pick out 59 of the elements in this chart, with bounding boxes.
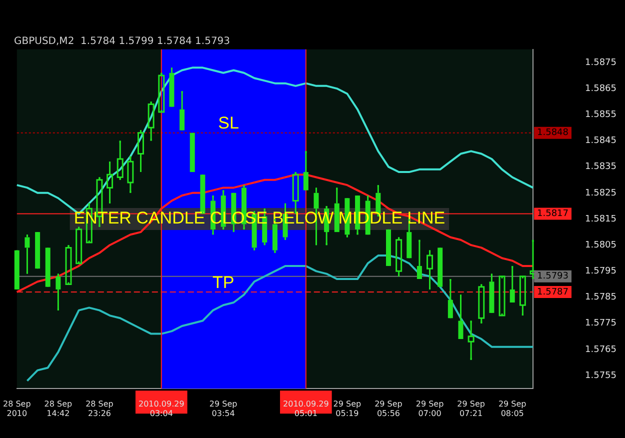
candlestick bbox=[396, 236, 402, 278]
x-tick-label: 29 Sep 05:56 bbox=[374, 399, 402, 418]
y-tick-label: 1.5865 bbox=[585, 84, 616, 94]
candlestick bbox=[138, 130, 144, 173]
candlestick bbox=[65, 244, 72, 285]
candlestick bbox=[510, 265, 515, 304]
x-tick-label: 29 Sep 08:05 bbox=[498, 399, 526, 418]
candlestick bbox=[468, 320, 474, 361]
x-tick-label: 29 Sep 05:19 bbox=[333, 399, 362, 418]
y-tick-label: 1.5825 bbox=[585, 188, 616, 198]
y-tick-label: 1.5765 bbox=[585, 344, 616, 355]
x-tick-label: 28 Sep 23:26 bbox=[86, 399, 114, 418]
x-tick-label: 28 Sep 14:42 bbox=[44, 399, 72, 418]
y-tick-label: 1.5815 bbox=[585, 214, 616, 224]
candlestick bbox=[76, 226, 82, 264]
candlestick bbox=[458, 294, 464, 340]
ref-line-label: 1.5848 bbox=[537, 128, 569, 138]
candlestick bbox=[116, 140, 124, 181]
candlestick bbox=[489, 273, 494, 314]
candlestick bbox=[56, 273, 61, 312]
candlestick bbox=[35, 231, 40, 270]
ref-line-label: 1.5793 bbox=[537, 272, 568, 282]
y-tick-label: 1.5875 bbox=[585, 58, 616, 68]
candlestick bbox=[106, 160, 114, 204]
candlestick bbox=[45, 246, 50, 288]
candlestick bbox=[438, 246, 443, 288]
y-tick-label: 1.5855 bbox=[585, 110, 616, 120]
ref-line-label: 1.5817 bbox=[537, 209, 568, 220]
candlestick bbox=[448, 278, 453, 319]
y-tick-label: 1.5835 bbox=[585, 162, 616, 172]
candlestick bbox=[519, 276, 526, 316]
x-tick-label: 29 Sep 07:00 bbox=[416, 399, 444, 418]
ref-line-label: 1.5787 bbox=[537, 287, 568, 298]
candlestick bbox=[180, 90, 185, 132]
candlestick bbox=[478, 283, 485, 324]
candlestick bbox=[169, 66, 174, 108]
y-tick-label: 1.5795 bbox=[585, 266, 616, 277]
candlestick bbox=[14, 250, 20, 290]
candlestick bbox=[498, 276, 506, 316]
y-tick-label: 1.5755 bbox=[585, 370, 616, 381]
candlestick bbox=[303, 150, 308, 192]
y-tick-label: 1.5805 bbox=[585, 240, 616, 250]
y-tick-label: 1.5775 bbox=[585, 318, 616, 329]
candlestick bbox=[386, 228, 391, 267]
candlestick bbox=[158, 72, 165, 113]
chart-title: GBPUSD,M2 1.5784 1.5799 1.5784 1.5793 bbox=[14, 36, 230, 47]
x-tick-label: 29 Sep 07:21 bbox=[457, 399, 485, 418]
y-tick-label: 1.5785 bbox=[585, 292, 616, 303]
candlestick bbox=[24, 234, 30, 275]
candlestick bbox=[127, 156, 134, 194]
candlestick bbox=[190, 132, 195, 173]
annotation: SL bbox=[218, 114, 239, 133]
candlestick bbox=[148, 100, 154, 142]
y-tick-label: 1.5845 bbox=[585, 136, 616, 146]
candlestick bbox=[426, 250, 434, 290]
annotation: TP bbox=[212, 273, 234, 292]
candlestick bbox=[416, 239, 422, 280]
x-tick-label: 28 Sep 2010 bbox=[2, 399, 31, 418]
x-tick-label: 29 Sep 03:54 bbox=[209, 399, 238, 418]
